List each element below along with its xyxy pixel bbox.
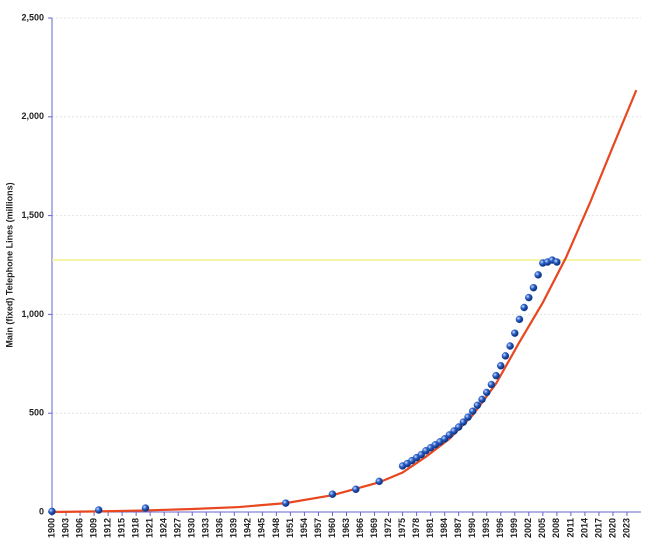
data-point [515, 315, 524, 324]
x-tick-label: 2002 [523, 518, 533, 538]
x-tick-label: 1915 [116, 518, 126, 538]
x-tick-label: 1945 [257, 518, 267, 538]
x-tick-label: 1984 [439, 518, 449, 538]
x-tick-label: 1918 [131, 518, 141, 538]
x-tick-label: 1927 [173, 518, 183, 538]
y-tick-label: 0 [39, 506, 44, 516]
x-tick-label: 1930 [187, 518, 197, 538]
y-tick-label: 2,500 [21, 12, 44, 22]
x-tick-label: 1903 [60, 518, 70, 538]
data-point [492, 371, 500, 380]
y-tick-label: 2,000 [21, 111, 44, 121]
data-point [459, 418, 468, 426]
x-tick-label: 2020 [607, 518, 617, 538]
x-tick-label: 1996 [495, 518, 505, 538]
x-tick-label: 1999 [509, 518, 519, 538]
x-tick-label: 2014 [579, 518, 589, 538]
x-tick-label: 1924 [159, 518, 169, 538]
data-point [501, 352, 510, 360]
x-tick-label: 2008 [551, 518, 561, 538]
x-tick-label: 2005 [537, 518, 547, 538]
y-tick-label: 500 [29, 408, 44, 418]
x-tick-label: 1942 [243, 518, 253, 538]
x-tick-label: 1948 [271, 518, 281, 538]
data-point [534, 271, 542, 279]
data-point [352, 485, 360, 494]
data-point [487, 380, 496, 389]
data-point [94, 506, 103, 514]
x-tick-label: 1993 [481, 518, 491, 538]
data-point [48, 507, 56, 516]
y-tick-label: 1,500 [21, 210, 44, 220]
data-point [281, 499, 290, 507]
x-tick-label: 1990 [467, 518, 477, 538]
data-point [506, 342, 514, 350]
data-point [328, 490, 337, 498]
data-point [529, 283, 538, 292]
data-point [520, 303, 528, 312]
x-tick-label: 1921 [145, 518, 155, 538]
x-tick-label: 1954 [299, 518, 309, 538]
x-tick-label: 1978 [411, 518, 421, 538]
x-tick-label: 1960 [327, 518, 337, 538]
data-point [525, 293, 533, 302]
x-tick-label: 1933 [201, 518, 211, 538]
data-point [473, 401, 482, 410]
x-tick-label: 1963 [341, 518, 351, 538]
data-point [478, 395, 486, 404]
y-axis-label: Main (fixed) Telephone Lines (millions) [4, 182, 14, 347]
x-tick-label: 1909 [88, 518, 98, 538]
x-tick-label: 1906 [74, 518, 84, 538]
x-tick-label: 2017 [593, 518, 603, 538]
x-tick-label: 2023 [621, 518, 631, 538]
x-tick-label: 2011 [565, 518, 575, 538]
x-tick-label: 1975 [397, 518, 407, 538]
x-tick-label: 1912 [102, 518, 112, 538]
trend-line [51, 89, 638, 514]
x-tick-label: 1969 [369, 518, 379, 538]
x-tick-label: 1987 [453, 518, 463, 538]
y-tick-label: 1,000 [21, 309, 44, 319]
data-point [511, 329, 519, 337]
data-point [375, 477, 383, 486]
data-point [468, 407, 477, 415]
data-point [464, 413, 472, 421]
x-tick-label: 1936 [215, 518, 225, 538]
x-tick-label: 1957 [313, 518, 323, 538]
data-point [497, 362, 505, 370]
x-tick-label: 1966 [355, 518, 365, 538]
data-point [482, 388, 491, 397]
x-tick-label: 1981 [425, 518, 435, 538]
data-point [454, 423, 463, 431]
x-tick-label: 1972 [383, 518, 393, 538]
x-tick-label: 1900 [46, 518, 56, 538]
x-tick-label: 1951 [285, 518, 295, 538]
x-tick-label: 1939 [229, 518, 239, 538]
data-point [553, 258, 561, 266]
data-point [141, 504, 150, 512]
